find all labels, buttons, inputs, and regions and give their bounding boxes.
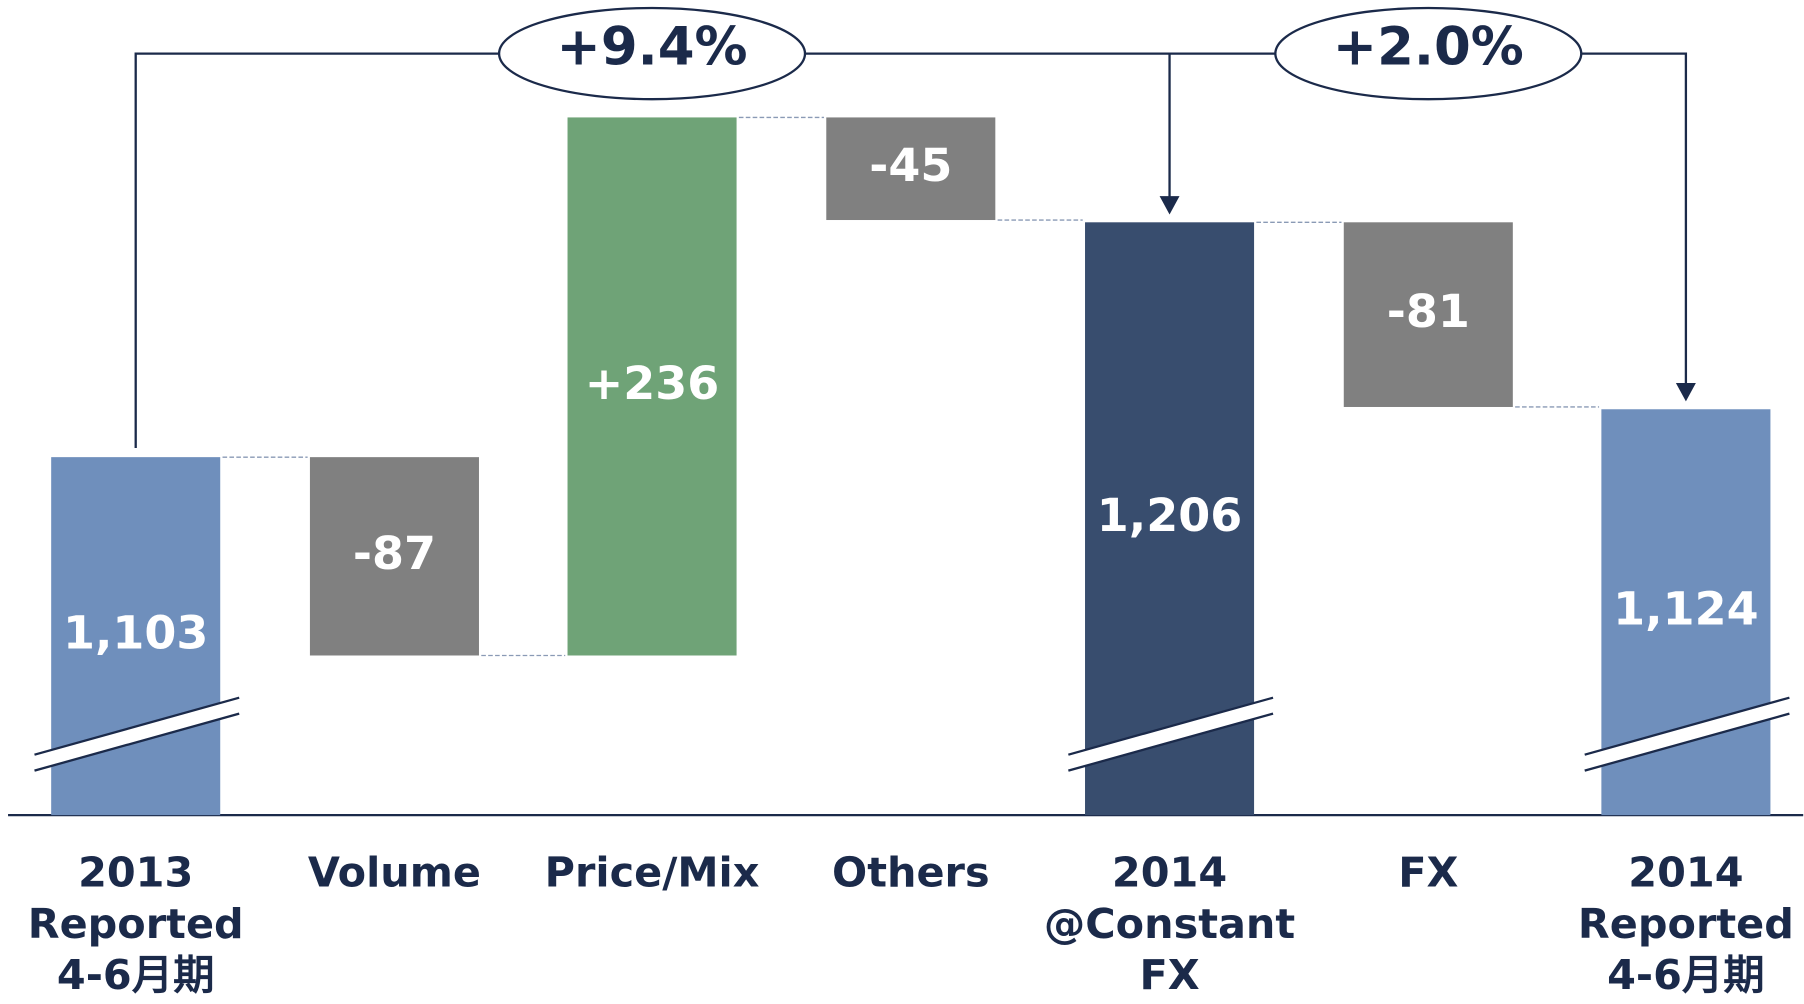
bracket-line [134,52,1688,449]
x-tick-label: Reported [1578,900,1794,948]
x-tick-label: 2014 [1112,849,1227,897]
data-label: 1,206 [1097,488,1243,542]
x-tick-label: @Constant [1044,900,1295,948]
annotation-oval [1274,6,1583,101]
data-label: -45 [869,138,952,192]
bar [567,117,737,656]
annotation-oval [497,6,807,101]
axis-break-line [1068,712,1274,772]
bar [826,117,996,221]
arrow-head [1159,196,1180,215]
annotation: +2.0% [1333,17,1524,78]
axis-break-line [1584,712,1790,772]
x-tick-label: Reported [28,900,244,948]
data-label: -81 [1387,284,1470,338]
annotation: +9.4% [557,17,748,78]
x-tick-label: Volume [308,849,481,897]
arrow-head [1675,383,1696,402]
data-label: 1,103 [63,606,209,660]
data-label: 1,124 [1613,582,1759,636]
x-tick-label: FX [1398,849,1458,897]
data-label: -87 [353,526,436,580]
axis-break-line [34,696,240,756]
axis-break-line [34,712,240,772]
x-tick-label: 4-6月期 [1607,951,1765,999]
x-tick-label: Price/Mix [545,849,760,897]
axis-break-line [1068,696,1274,756]
axis-break-line [1584,696,1790,756]
x-tick-label: Others [832,849,990,897]
axis-break [1068,697,1274,771]
bar [309,457,479,656]
x-tick-label: 2013 [78,849,193,897]
bar [1343,222,1513,407]
axis-break [34,697,240,771]
brackets [134,6,1696,449]
x-tick-label: FX [1139,951,1199,999]
x-tick-label: 4-6月期 [57,951,215,999]
axis-break [1584,697,1790,771]
x-tick-label: 2014 [1628,849,1743,897]
data-label: +236 [585,356,720,410]
